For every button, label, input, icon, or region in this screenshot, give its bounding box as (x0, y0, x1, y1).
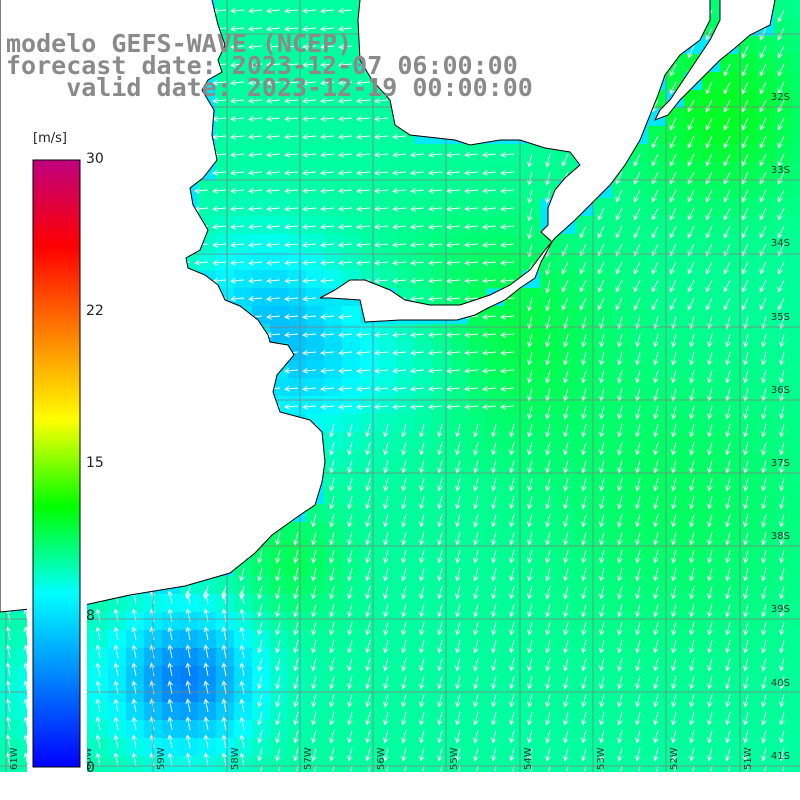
longitude-label: 51W (743, 747, 754, 770)
wind-direction-arrows (5, 8, 785, 772)
title-forecast-date: forecast date: 2023-12-07 06:00:00 (6, 51, 518, 80)
latitude-label: 33S (771, 165, 790, 176)
latitude-labels: 32S 33S 34S 35S 36S 37S 38S 39S 40S 41S (771, 92, 790, 762)
longitude-label: 58W (230, 747, 241, 770)
longitude-label: 56W (376, 747, 387, 770)
colorbar-tick-15: 15 (86, 455, 104, 471)
latitude-label: 37S (771, 458, 790, 469)
longitude-label: 55W (449, 747, 460, 770)
colorbar (27, 154, 87, 774)
coastline-path (0, 0, 326, 613)
longitude-label: 53W (596, 747, 607, 770)
coastline-path (653, 0, 776, 121)
colorbar-tick-8: 8 (86, 608, 95, 624)
latitude-label: 34S (771, 238, 790, 249)
colorbar-tick-0: 0 (86, 760, 95, 776)
latitude-label: 40S (771, 678, 790, 689)
colorbar-unit: [m/s] (33, 131, 67, 146)
longitude-label: 60W (83, 747, 94, 770)
longitude-label: 57W (303, 747, 314, 770)
latitude-label: 41S (771, 751, 790, 762)
colorbar-tick-22: 22 (86, 303, 104, 319)
title-model: modelo GEFS-WAVE (NCEP) (6, 29, 353, 58)
latitude-label: 38S (771, 531, 790, 542)
longitude-label: 61W (9, 747, 20, 770)
land-area (320, 0, 710, 322)
longitude-labels: 61W 60W 59W 58W 57W 56W 55W 54W 53W 52W 51W (9, 747, 754, 770)
colorbar-bar (32, 159, 81, 768)
colorbar-tick-30: 30 (86, 151, 104, 167)
longitude-label: 54W (523, 747, 534, 770)
longitude-label: 59W (156, 747, 167, 770)
coastline-path (319, 0, 711, 323)
latitude-label: 36S (771, 385, 790, 396)
title-valid-date: valid date: 2023-12-19 00:00:00 (6, 73, 533, 102)
land-area (655, 0, 775, 120)
latitude-label: 32S (771, 92, 790, 103)
latitude-label: 39S (771, 604, 790, 615)
latitude-label: 35S (771, 312, 790, 323)
longitude-label: 52W (669, 747, 680, 770)
